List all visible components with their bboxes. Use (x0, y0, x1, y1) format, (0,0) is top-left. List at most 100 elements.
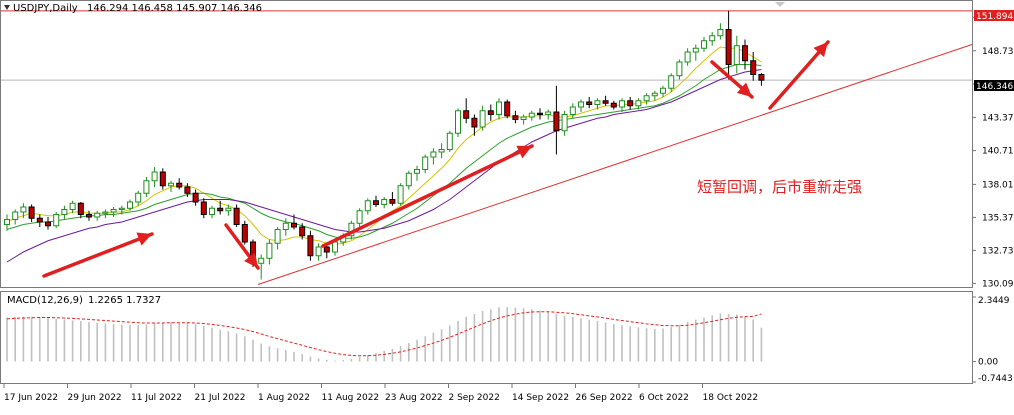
candle-body (45, 221, 51, 227)
macd-axis-label: -0.7443 (978, 374, 1013, 384)
date-axis-label: 17 Jun 2022 (4, 393, 58, 403)
price-axis-label: 143.370 (982, 113, 1014, 123)
candle-body (151, 171, 158, 182)
candle-body (446, 132, 453, 150)
candle-body (282, 222, 289, 230)
trend-arrow-head (736, 82, 752, 97)
candle-body (168, 182, 174, 187)
macd-values: 1.2265 1.7327 (88, 295, 161, 306)
candle-body (471, 117, 478, 128)
candle-body (364, 200, 371, 212)
candle-body (742, 45, 748, 62)
macd-plot (6, 307, 763, 362)
price-axis-label: 138.010 (982, 180, 1014, 190)
trend-arrow-head (136, 232, 152, 246)
candle-body (676, 61, 683, 77)
macd-axis-label: 0.00 (978, 358, 998, 368)
trend-arrow-shaft (321, 144, 534, 248)
candle-body (53, 214, 60, 227)
collapse-triangle-icon[interactable] (4, 5, 10, 10)
high-price-tag (974, 10, 1014, 21)
candle-body (225, 207, 232, 212)
high-price-value: 151.894 (976, 12, 1013, 22)
candle-body (332, 241, 338, 253)
candle-body (217, 207, 224, 212)
price-axis-label: 148.730 (982, 47, 1014, 57)
candle-body (405, 172, 412, 187)
candle-body (545, 111, 552, 115)
candle-body (200, 201, 207, 215)
candle-body (668, 75, 675, 89)
annotation-text: 短暂回调，后市重新走强 (697, 178, 862, 196)
candle-body (118, 207, 125, 210)
date-axis-label: 23 Aug 2022 (385, 393, 443, 403)
period-separator-icon (775, 2, 785, 7)
date-axis-label: 11 Jul 2022 (131, 393, 182, 403)
candle-body (619, 100, 625, 108)
candle-body (496, 101, 502, 115)
candle-body (463, 110, 470, 119)
candle-body (520, 116, 527, 120)
candle-body (528, 112, 535, 118)
date-axis-label: 18 Oct 2022 (703, 393, 759, 403)
candle-body (561, 114, 568, 132)
candle-body (578, 101, 584, 108)
macd-label: MACD(12,26,9) (7, 295, 83, 306)
price-panel (0, 0, 973, 288)
candle-body (356, 210, 363, 224)
candle-body (127, 201, 133, 209)
candle-body (455, 110, 461, 134)
candle-body (69, 202, 76, 210)
date-axis-label: 14 Sep 2022 (512, 393, 569, 403)
candle-body (12, 211, 19, 220)
candle-body (389, 199, 396, 204)
candle-body (660, 87, 666, 94)
price-axis-label: 135.370 (982, 213, 1014, 223)
date-axis-label: 6 Oct 2022 (639, 393, 689, 403)
price-axis-label: 130.090 (982, 279, 1014, 289)
date-axis-label: 26 Sep 2022 (576, 393, 633, 403)
candle-body (750, 60, 757, 75)
macd-axis-label: 2.3449 (978, 296, 1010, 306)
candle-body (176, 182, 183, 188)
candle-body (725, 29, 732, 65)
candle-body (487, 110, 494, 115)
price-axis-label: 140.710 (982, 147, 1014, 157)
candle-body (381, 199, 388, 205)
candle-body (233, 207, 240, 225)
candle-body (610, 102, 617, 108)
candle-body (709, 35, 716, 42)
candle-body (77, 202, 84, 215)
candle-body (651, 92, 658, 97)
last-price-value: 146.346 (976, 82, 1013, 92)
candle-body (86, 214, 92, 218)
candle-body (241, 224, 248, 243)
trend-arrow-shaft (42, 232, 154, 278)
moving-average-line (6, 64, 762, 239)
candle-body (684, 51, 691, 63)
candle-body (569, 106, 576, 115)
candle-body (733, 45, 740, 65)
date-axis-label: 11 Aug 2022 (322, 393, 380, 403)
candle-body (135, 192, 142, 203)
candle-body (504, 101, 511, 117)
candle-body (266, 242, 273, 259)
candle-body (479, 110, 486, 128)
candle-body (192, 192, 199, 203)
support-trendline (257, 44, 973, 285)
date-axis-label: 29 Jun 2022 (68, 393, 122, 403)
candle-body (258, 257, 265, 264)
ohlc-values: 146.294 146.458 145.907 146.346 (87, 3, 262, 14)
candle-body (94, 212, 101, 218)
trend-arrow-head (813, 42, 828, 58)
candle-body (184, 186, 191, 194)
candle-body (758, 74, 765, 81)
candle-body (586, 101, 593, 105)
candle-body (209, 207, 215, 215)
candle-body (422, 156, 429, 170)
trend-arrow-head (244, 252, 258, 268)
candle-body (299, 226, 306, 237)
candle-body (110, 209, 117, 213)
